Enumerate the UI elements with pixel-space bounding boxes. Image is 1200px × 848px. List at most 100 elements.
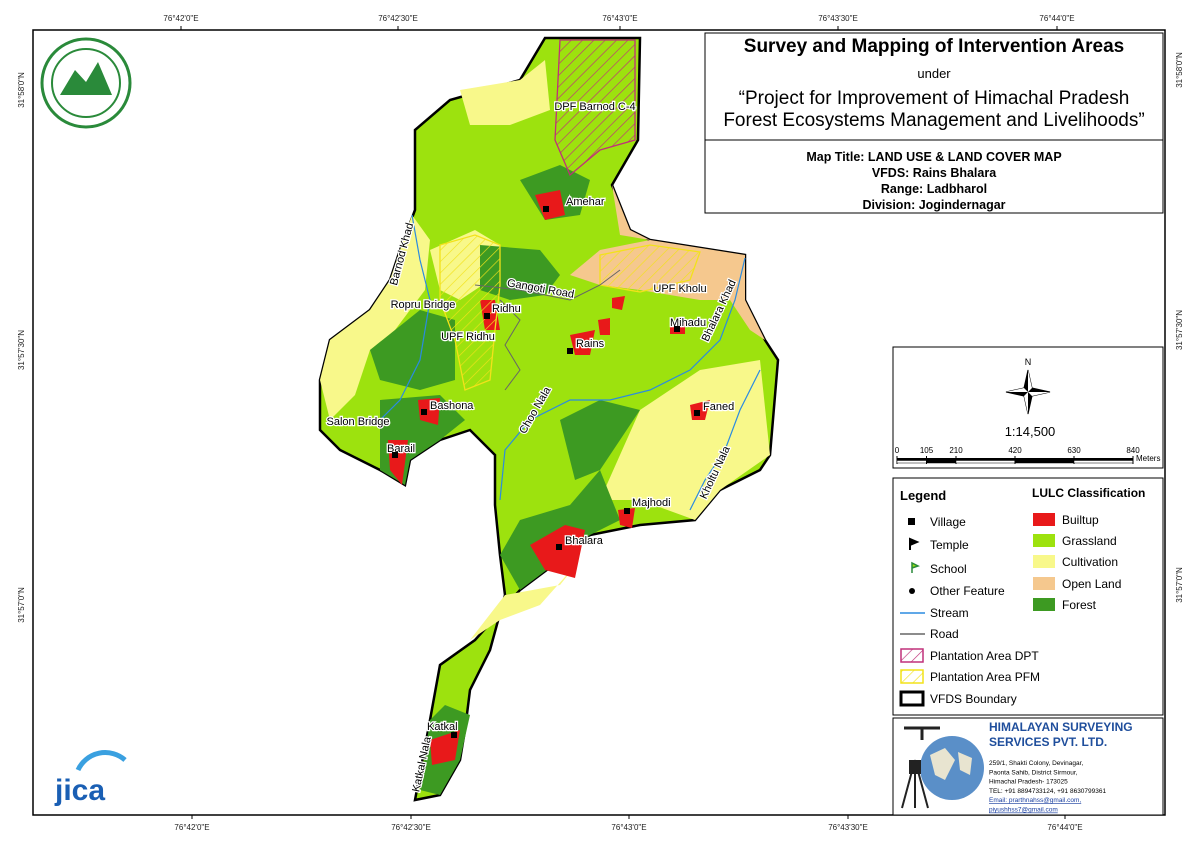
scale-ratio: 1:14,500 bbox=[1005, 424, 1056, 439]
under-text: under bbox=[917, 66, 951, 81]
place-label: Ropru Bridge bbox=[391, 299, 456, 311]
legend-symbol bbox=[899, 690, 925, 707]
jica-text: jica bbox=[54, 774, 105, 807]
forest-area bbox=[370, 310, 455, 390]
scale-segment bbox=[956, 458, 1015, 461]
lulc-swatch bbox=[1033, 513, 1055, 526]
scale-tick-label: 210 bbox=[949, 446, 963, 455]
legend-symbol bbox=[909, 537, 920, 550]
legend-title: Legend bbox=[900, 488, 946, 503]
place-label: UPF Ridhu bbox=[441, 331, 495, 343]
graticule-label: 31°58'0"N bbox=[17, 72, 26, 108]
road bbox=[474, 269, 621, 391]
forest-dept-logo bbox=[40, 37, 132, 129]
lulc-label: Forest bbox=[1062, 598, 1097, 612]
address-line: TEL: +91 8894733124, +91 8630799361 bbox=[989, 788, 1106, 795]
scale-unit: Meters bbox=[1136, 454, 1160, 463]
company-name: HIMALAYAN SURVEYING bbox=[989, 720, 1133, 734]
graticule-label: 76°43'30"E bbox=[818, 14, 858, 23]
legend-label: Stream bbox=[930, 606, 969, 620]
scale-segment bbox=[926, 460, 957, 464]
address-line: Email: prarthnahss@gmail.com, bbox=[989, 797, 1081, 804]
north-label: N bbox=[1025, 357, 1032, 367]
company-name: SERVICES PVT. LTD. bbox=[989, 735, 1107, 749]
scale-segment bbox=[1074, 458, 1133, 461]
graticule-label: 76°42'0"E bbox=[163, 14, 198, 23]
graticule-label: 76°44'0"E bbox=[1039, 14, 1074, 23]
builtup-area bbox=[388, 440, 408, 485]
range: Range: Ladbharol bbox=[881, 182, 987, 196]
legend-symbol bbox=[909, 588, 915, 594]
lulc-label: Builtup bbox=[1062, 513, 1099, 527]
company-address: 259/1, Shakti Colony, Devinagar, Paonta S… bbox=[989, 760, 1106, 814]
stream bbox=[689, 369, 761, 511]
project-name: Forest Ecosystems Management and Livelih… bbox=[723, 110, 1144, 131]
division: Division: Jogindernagar bbox=[862, 198, 1005, 212]
legend-label: Other Feature bbox=[930, 584, 1005, 598]
graticule: 76°42'0"E 76°42'30"E 76°43'0"E 76°43'30"E 76… bbox=[17, 14, 1184, 832]
graticule-label: 76°42'0"E bbox=[174, 823, 209, 832]
place-label: Amehar bbox=[566, 196, 605, 208]
scale-segment bbox=[1015, 458, 1074, 461]
legend-label: VFDS Boundary bbox=[930, 692, 1017, 706]
company-logo bbox=[920, 736, 984, 800]
graticule-label: 76°43'0"E bbox=[602, 14, 637, 23]
address-line: 259/1, Shakti Colony, Devinagar, bbox=[989, 760, 1083, 767]
place-label: DPF Barnod C-4 bbox=[554, 101, 635, 113]
lulc-swatch bbox=[1033, 577, 1055, 590]
graticule-label: 31°57'0"N bbox=[1175, 567, 1184, 603]
scale-segment bbox=[926, 458, 956, 461]
lulc-swatch bbox=[1033, 555, 1055, 568]
cultivation-area bbox=[600, 360, 770, 520]
jica-logo: jica bbox=[54, 750, 127, 807]
scale-segment bbox=[1014, 460, 1075, 464]
builtup-area bbox=[570, 330, 595, 355]
plantation-pfm bbox=[439, 234, 501, 391]
builtup-area bbox=[612, 296, 625, 310]
legend-symbol bbox=[908, 518, 915, 525]
lulc-label: Cultivation bbox=[1062, 555, 1118, 569]
legend-box bbox=[892, 477, 1164, 716]
place-label: Bashona bbox=[430, 400, 474, 412]
legend-label: Temple bbox=[930, 538, 969, 552]
graticule-label: 76°44'0"E bbox=[1047, 823, 1082, 832]
place-label: Bhalara bbox=[565, 535, 604, 547]
title: Survey and Mapping of Intervention Areas bbox=[744, 36, 1124, 57]
scale-segment bbox=[897, 458, 927, 461]
stream bbox=[499, 257, 746, 501]
graticule-label: 76°43'30"E bbox=[828, 823, 868, 832]
stream bbox=[379, 214, 431, 421]
builtup-area bbox=[530, 525, 585, 578]
lulc-title: LULC Classification bbox=[1032, 486, 1145, 500]
address-line: Himachal Pradesh- 173025 bbox=[989, 779, 1068, 786]
lulc-label: Open Land bbox=[1062, 577, 1121, 591]
scale-segment bbox=[955, 460, 1016, 464]
scale-tick-label: 0 bbox=[895, 446, 900, 455]
builtup-area bbox=[418, 398, 440, 425]
legend-label: School bbox=[930, 562, 967, 576]
scale-tick-label: 105 bbox=[920, 446, 934, 455]
project-name: “Project for Improvement of Himachal Pra… bbox=[739, 88, 1130, 109]
scale-segment bbox=[896, 460, 927, 464]
place-label: Rains bbox=[576, 338, 605, 350]
place-label: UPF Kholu bbox=[653, 283, 706, 295]
cultivation-area bbox=[470, 560, 580, 640]
legend: Village Temple School Other Feature Stream Ro… bbox=[899, 513, 1121, 707]
scale-segment bbox=[1073, 460, 1134, 464]
graticule-label: 31°57'30"N bbox=[17, 330, 26, 370]
graticule-label: 31°58'0"N bbox=[1175, 52, 1184, 88]
land-cover bbox=[318, 36, 780, 802]
builtup-area bbox=[430, 730, 460, 765]
cultivation-area bbox=[460, 60, 550, 125]
graticule-label: 76°42'30"E bbox=[378, 14, 418, 23]
place-label: Katkal bbox=[427, 721, 458, 733]
lulc-label: Grassland bbox=[1062, 534, 1117, 548]
vfds: VFDS: Rains Bhalara bbox=[872, 166, 997, 180]
legend-label: Plantation Area PFM bbox=[930, 670, 1040, 684]
legend-label: Road bbox=[930, 627, 959, 641]
address-line: piyushhss7@gmail.com bbox=[989, 807, 1058, 814]
builtup-area bbox=[535, 190, 565, 220]
lulc-swatch bbox=[1033, 534, 1055, 547]
